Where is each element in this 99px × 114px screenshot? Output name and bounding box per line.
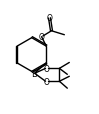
Text: O: O <box>47 14 52 23</box>
Text: O: O <box>44 64 50 73</box>
Text: B: B <box>31 69 37 78</box>
Text: O: O <box>44 77 50 86</box>
Text: O: O <box>39 33 45 42</box>
